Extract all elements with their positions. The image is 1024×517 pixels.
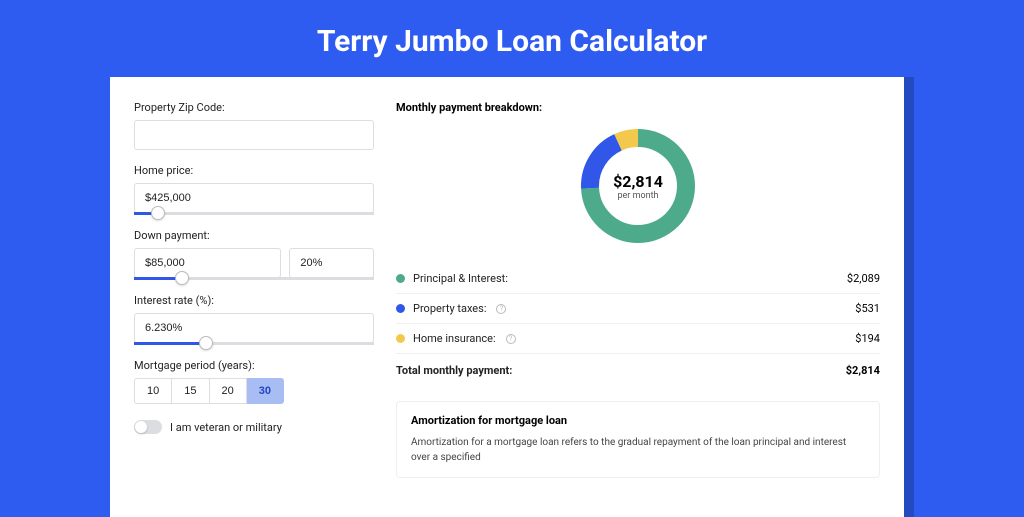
- donut-sub: per month: [617, 191, 658, 201]
- down-payment-label: Down payment:: [134, 229, 374, 242]
- period-btn-20[interactable]: 20: [210, 378, 247, 404]
- veteran-toggle-row: I am veteran or military: [134, 420, 374, 434]
- mortgage-period-label: Mortgage period (years):: [134, 359, 374, 372]
- amortization-card: Amortization for mortgage loan Amortizat…: [396, 401, 880, 478]
- legend-label-insurance: Home insurance:: [413, 332, 496, 345]
- dot-icon: [396, 274, 405, 283]
- home-price-group: Home price:: [134, 164, 374, 215]
- info-icon[interactable]: ?: [506, 334, 516, 344]
- interest-rate-slider-handle[interactable]: [199, 336, 213, 350]
- veteran-toggle[interactable]: [134, 420, 162, 434]
- legend-label-principal: Principal & Interest:: [413, 272, 508, 285]
- legend-row-taxes: Property taxes: ? $531: [396, 294, 880, 324]
- period-btn-30[interactable]: 30: [247, 378, 284, 404]
- calculator-card: Property Zip Code: Home price: Down paym…: [110, 77, 904, 517]
- legend-value-principal: $2,089: [847, 272, 880, 285]
- legend-value-taxes: $531: [855, 302, 880, 315]
- down-payment-percent-input[interactable]: [289, 248, 374, 278]
- zip-input[interactable]: [134, 120, 374, 150]
- donut-amount: $2,814: [613, 172, 663, 191]
- zip-field-group: Property Zip Code:: [134, 101, 374, 150]
- card-shadow: Property Zip Code: Home price: Down paym…: [110, 77, 914, 517]
- down-payment-group: Down payment:: [134, 229, 374, 280]
- interest-rate-input[interactable]: [134, 313, 374, 343]
- down-payment-slider-handle[interactable]: [175, 271, 189, 285]
- dot-icon: [396, 334, 405, 343]
- zip-label: Property Zip Code:: [134, 101, 374, 114]
- down-payment-slider[interactable]: [134, 277, 374, 280]
- veteran-label: I am veteran or military: [170, 421, 282, 434]
- legend-label-total: Total monthly payment:: [396, 364, 512, 377]
- home-price-input[interactable]: [134, 183, 374, 213]
- amortization-text: Amortization for a mortgage loan refers …: [411, 435, 865, 465]
- breakdown-title: Monthly payment breakdown:: [396, 101, 880, 114]
- down-payment-amount-input[interactable]: [134, 248, 281, 278]
- period-btn-15[interactable]: 15: [172, 378, 209, 404]
- home-price-label: Home price:: [134, 164, 374, 177]
- amortization-title: Amortization for mortgage loan: [411, 414, 865, 427]
- donut-wrap: $2,814 per month: [396, 126, 880, 246]
- legend-value-insurance: $194: [855, 332, 880, 345]
- form-column: Property Zip Code: Home price: Down paym…: [134, 101, 374, 517]
- info-icon[interactable]: ?: [496, 304, 506, 314]
- legend-label-taxes: Property taxes:: [413, 302, 486, 315]
- period-btn-10[interactable]: 10: [134, 378, 172, 404]
- home-price-slider-handle[interactable]: [151, 206, 165, 220]
- legend-row-principal: Principal & Interest: $2,089: [396, 264, 880, 294]
- legend-row-total: Total monthly payment: $2,814: [396, 354, 880, 385]
- legend-row-insurance: Home insurance: ? $194: [396, 324, 880, 354]
- interest-rate-slider-fill: [134, 342, 206, 345]
- legend-value-total: $2,814: [846, 364, 880, 377]
- home-price-slider[interactable]: [134, 212, 374, 215]
- breakdown-column: Monthly payment breakdown: $2,814 per mo…: [396, 101, 880, 517]
- payment-donut-chart: $2,814 per month: [578, 126, 698, 246]
- interest-rate-label: Interest rate (%):: [134, 294, 374, 307]
- interest-rate-slider[interactable]: [134, 342, 374, 345]
- mortgage-period-buttons: 10 15 20 30: [134, 378, 374, 404]
- page-title: Terry Jumbo Loan Calculator: [0, 0, 1024, 77]
- donut-center: $2,814 per month: [578, 126, 698, 246]
- dot-icon: [396, 304, 405, 313]
- interest-rate-group: Interest rate (%):: [134, 294, 374, 345]
- mortgage-period-group: Mortgage period (years): 10 15 20 30: [134, 359, 374, 404]
